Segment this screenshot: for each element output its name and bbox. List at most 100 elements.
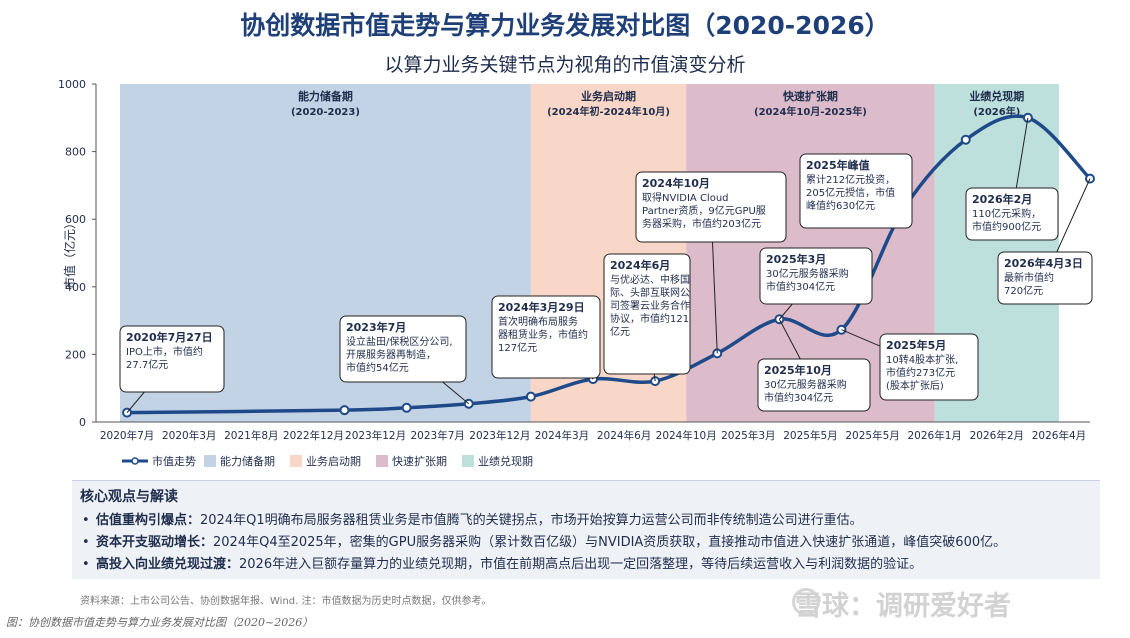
x-tick-label: 2026年1月 <box>907 429 961 442</box>
callout-text: 30亿元服务器采购 <box>766 267 849 280</box>
legend-swatch <box>204 455 216 467</box>
insight-point-heading: 资本开支驱动增长： <box>96 535 214 550</box>
page-subtitle: 以算力业务关键节点为视角的市值演变分析 <box>384 54 746 76</box>
x-tick-label: 2021年8月 <box>224 429 278 442</box>
x-tick-label: 2020年7月 <box>100 429 154 442</box>
callout-text: 市值约54亿元 <box>346 361 409 374</box>
insight-point-text: 2026年进入巨额存量算力的业绩兑现期，市值在前期高点后出现一定回落整理，等待后… <box>239 557 923 572</box>
callout-text: 取得NVIDIA Cloud <box>642 192 729 204</box>
insight-point: • 高投入向业绩兑现过渡：2026年进入巨额存量算力的业绩兑现期，市值在前期高点后… <box>82 557 923 572</box>
y-tick-label: 400 <box>65 281 86 294</box>
callout-text: 际、头部互联网公 <box>610 286 690 299</box>
callout-text: 协议，市值约121 <box>610 312 689 325</box>
y-tick-label: 800 <box>65 146 86 159</box>
callout-title: 2023年7月 <box>346 320 406 334</box>
callout-text: 27.7亿元 <box>126 358 168 371</box>
callout-text: 127亿元 <box>498 341 537 354</box>
phase-period: (2024年初-2024年10月) <box>547 105 670 118</box>
phase-period: (2026年) <box>973 105 1020 118</box>
callout-text: Partner资质，9亿元GPU服 <box>642 204 766 217</box>
x-tick-label: 2024年3月 <box>535 429 589 442</box>
callout-text: 开展服务器再制造， <box>346 348 436 361</box>
insight-panel: 核心观点与解读 • 估值重构引爆点：2024年Q1明确布局服务器租赁业务是市值腾飞… <box>72 480 1100 579</box>
callout-title: 2024年3月29日 <box>498 300 585 314</box>
callout-text: 设立盐田/保税区分公司, <box>346 335 453 348</box>
callout-title: 2025年10月 <box>764 363 832 377</box>
callout-title: 2024年10月 <box>642 176 710 190</box>
callout-box <box>997 251 1093 305</box>
callout-text: 市值约304亿元 <box>766 280 835 293</box>
insight-point-heading: 高投入向业绩兑现过渡： <box>96 557 240 572</box>
data-point <box>525 391 536 402</box>
x-tick-label: 2025年5月 <box>783 429 837 442</box>
insight-point-text: 2024年Q4至2025年，密集的GPU服务器采购（累计数百亿级）与NVIDIA… <box>213 535 1007 550</box>
callout-box <box>879 333 979 401</box>
x-tick-label: 2026年4月 <box>1032 429 1086 442</box>
y-tick-label: 600 <box>65 213 86 226</box>
callout-title: 2026年4月3日 <box>1004 256 1083 270</box>
callout-text: 市值约304亿元 <box>764 391 833 404</box>
x-tick-label: 2023年7月 <box>410 429 464 442</box>
insight-point-heading: 估值重构引爆点： <box>96 513 201 528</box>
phase-label: 业务启动期 <box>581 89 636 103</box>
callout-text: 最新市值约 <box>1004 271 1054 284</box>
x-tick-label: 2026年2月 <box>970 429 1024 442</box>
callout-text: 司签署云业务合作 <box>610 299 690 312</box>
callout-title: 2024年6月 <box>610 258 670 272</box>
watermark-logo-icon <box>792 588 820 616</box>
y-tick-label: 1000 <box>58 78 86 91</box>
x-tick-label: 2023年12月 <box>345 429 406 442</box>
callout-text: IPO上市，市值约 <box>126 345 203 358</box>
callout-text: 器租赁业务，市值约 <box>498 328 588 341</box>
x-tick-label: 2025年3月 <box>721 429 775 442</box>
insight-point: • 估值重构引爆点：2024年Q1明确布局服务器租赁业务是市值腾飞的关键拐点，市场… <box>82 513 863 528</box>
callout-box <box>603 253 691 375</box>
x-tick-label: 2023年12月 <box>469 429 530 442</box>
callout-text: 市值约900亿元 <box>972 220 1041 233</box>
x-tick-label: 2024年10月 <box>656 429 717 442</box>
callout-text: (股本扩张后) <box>886 379 944 392</box>
legend-swatch <box>290 455 302 467</box>
legend-label: 业绩兑现期 <box>478 454 533 468</box>
callout-title: 2020年7月27日 <box>126 330 213 344</box>
legend-line-marker <box>131 457 139 465</box>
data-point <box>960 134 971 145</box>
callout-title: 2025年5月 <box>886 338 946 352</box>
callout-text: 与优必达、中移国 <box>610 273 690 286</box>
y-tick-label: 200 <box>65 348 86 361</box>
legend-label: 快速扩张期 <box>392 454 447 468</box>
panel-title: 核心观点与解读 <box>80 489 178 505</box>
callout-text: 峰值约630亿元 <box>806 199 875 212</box>
callout-text: 亿元 <box>610 325 630 338</box>
callout-text: 110亿元采购， <box>972 207 1041 220</box>
callout-box <box>759 247 873 305</box>
phase-period: (2020-2023) <box>291 107 360 118</box>
legend-swatch <box>376 455 388 467</box>
data-point <box>401 402 412 413</box>
callout-text: 首次明确布局服务 <box>498 315 578 328</box>
figure-caption: 图：协创数据市值走势与算力业务发展对比图（2020~2026） <box>6 616 314 629</box>
callout-box <box>635 171 787 243</box>
callout-title: 2026年2月 <box>972 192 1032 206</box>
callout-text: 务器采购，市值约203亿元 <box>642 217 761 230</box>
x-tick-label: 2020年3月 <box>162 429 216 442</box>
watermark: 雪球：调研爱好者 <box>795 591 1011 622</box>
callout-box <box>119 325 225 393</box>
callout-text: 累计212亿元投资， <box>806 173 895 186</box>
legend-label: 能力储备期 <box>220 454 275 468</box>
legend-label: 市值走势 <box>152 454 196 468</box>
callout-title: 2025年3月 <box>766 252 826 266</box>
market-cap-line <box>127 114 1092 415</box>
callout-text: 720亿元 <box>1004 284 1043 297</box>
insight-point-text: 2024年Q1明确布局服务器租赁业务是市值腾飞的关键拐点，市场开始按算力运营公司… <box>200 513 863 528</box>
callout-text: 30亿元服务器采购 <box>764 378 847 391</box>
x-tick-label: 2024年6月 <box>597 429 651 442</box>
callout-box <box>491 295 601 379</box>
source-note: 资料来源：上市公司公告、协创数据年报、Wind. 注：市值数据为历史时点数据，仅… <box>80 596 492 607</box>
callout-box <box>339 315 467 383</box>
callout-title: 2025年峰值 <box>806 158 870 172</box>
page-title: 协创数据市值走势与算力业务发展对比图（2020-2026） <box>240 11 890 40</box>
callout-box <box>799 153 913 229</box>
callout-text: 10转4股本扩张, <box>886 353 958 366</box>
phase-label: 快速扩张期 <box>782 89 838 103</box>
